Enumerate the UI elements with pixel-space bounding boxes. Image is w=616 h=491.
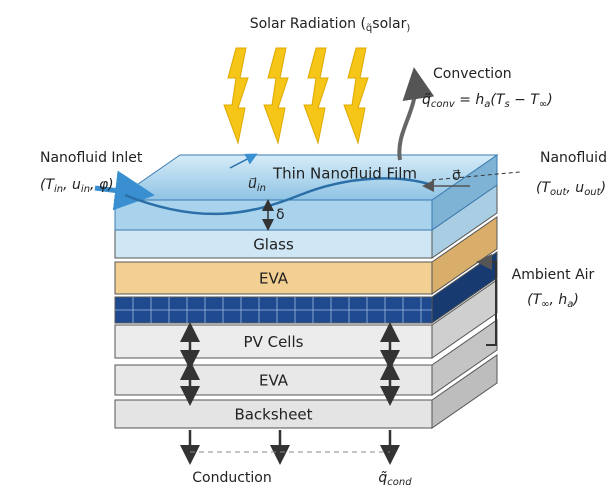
inlet-variables: (Tin, uin, φ)	[40, 177, 114, 195]
text-part: q̃	[378, 470, 387, 486]
subscript: in	[81, 184, 90, 195]
text-part: , h	[549, 292, 567, 308]
film-label: Thin Nanofluid Film	[272, 165, 417, 183]
text-part: q̃	[422, 92, 431, 108]
text-part: − T	[510, 92, 541, 108]
film-thickness: δ	[276, 207, 285, 223]
convection-arrow	[399, 75, 415, 160]
text-part: )	[572, 292, 578, 308]
convection-label: Convection	[433, 66, 512, 82]
subscript: cond	[387, 477, 412, 488]
layer-label: Glass	[253, 236, 294, 254]
outlet-label: Nanofluid	[540, 150, 607, 166]
sun-rays	[224, 48, 368, 143]
subscript: out	[550, 187, 567, 198]
conduction-symbol: q̃cond	[378, 470, 412, 488]
text-part: solar	[372, 16, 406, 32]
subscript: out	[584, 187, 601, 198]
film-stress: σ⃗	[452, 168, 461, 184]
text-part: )	[546, 92, 552, 108]
layer-stack: Backsheet EVA PV Cells EVA Glass	[115, 155, 497, 428]
subscript: )	[406, 23, 410, 34]
text-part: = h	[455, 92, 485, 108]
outlet-variables: (Tout, uout)	[536, 180, 606, 198]
text-part: Solar Radiation (	[250, 16, 366, 32]
subscript: in	[257, 183, 266, 194]
inlet-label: Nanofluid Inlet	[40, 150, 143, 166]
layer-label: EVA	[259, 372, 289, 390]
layer-label: PV Cells	[244, 333, 304, 351]
text-part: , φ)	[90, 177, 114, 193]
subscript: ∞	[541, 299, 549, 310]
subscript: ∞	[539, 99, 547, 110]
diagram: Backsheet EVA PV Cells EVA Glass Solar Radia…	[0, 0, 616, 491]
text-part: , u	[63, 177, 81, 193]
conduction-label: Conduction	[192, 470, 272, 486]
layer-label: EVA	[259, 270, 289, 288]
text-part: u⃗	[248, 176, 257, 192]
layer-label: Backsheet	[234, 406, 312, 424]
convection-equation: q̃conv = ha(Ts − T∞)	[422, 92, 553, 110]
subscript: conv	[431, 99, 456, 110]
ambient-label: Ambient Air	[512, 267, 595, 283]
text-part: )	[600, 180, 606, 196]
solar-label: Solar Radiation (q̃solar)	[250, 16, 411, 34]
text-part: , u	[566, 180, 584, 196]
ambient-variables: (T∞, ha)	[527, 292, 579, 310]
subscript: in	[54, 184, 63, 195]
